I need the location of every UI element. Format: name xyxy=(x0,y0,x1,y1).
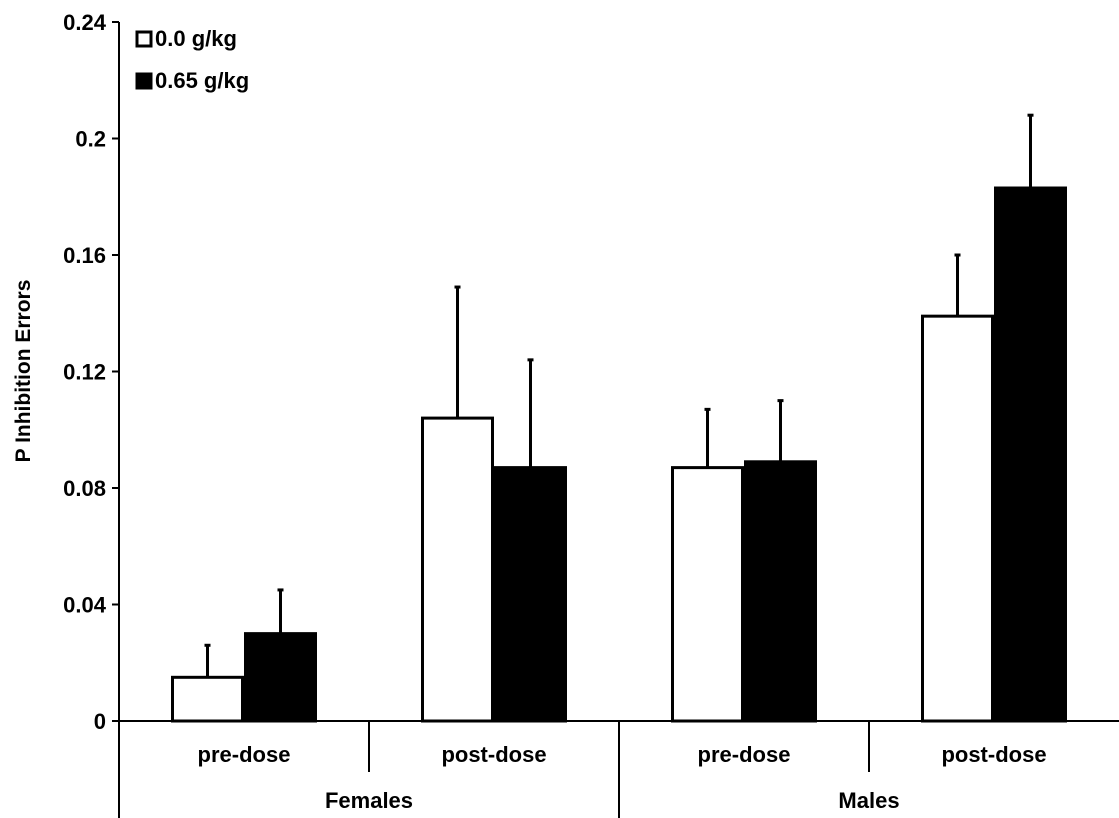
bar xyxy=(171,675,244,723)
y-tick-label: 0.2 xyxy=(75,127,106,152)
bar xyxy=(494,466,567,723)
x-category-label: pre-dose xyxy=(698,742,791,767)
x-category-label: post-dose xyxy=(441,742,546,767)
bar xyxy=(244,632,317,723)
x-group-label: Females xyxy=(325,788,413,813)
y-axis-label: P Inhibition Errors xyxy=(12,280,35,463)
legend-label: 0.65 g/kg xyxy=(155,68,249,93)
bar xyxy=(421,416,494,723)
y-tick-label: 0.16 xyxy=(63,243,106,268)
bar xyxy=(921,314,994,723)
y-tick-label: 0.08 xyxy=(63,476,106,501)
y-tick-label: 0.24 xyxy=(63,10,107,35)
y-tick-label: 0.04 xyxy=(63,593,107,618)
y-tick-label: 0 xyxy=(94,709,106,734)
x-category-label: post-dose xyxy=(941,742,1046,767)
legend-swatch xyxy=(135,72,153,90)
legend-label: 0.0 g/kg xyxy=(155,26,237,51)
bar xyxy=(994,186,1067,723)
bar xyxy=(744,460,817,723)
bar xyxy=(671,466,744,723)
x-axis: pre-dose post-dose pre-dose post-dose Female… xyxy=(118,720,1119,818)
bars xyxy=(171,113,1067,723)
y-tick-label: 0.12 xyxy=(63,360,106,385)
x-group-label: Males xyxy=(838,788,899,813)
x-category-label: pre-dose xyxy=(198,742,291,767)
legend-swatch xyxy=(135,30,153,48)
y-axis: 0 0.04 0.08 0.12 0.16 0.2 0.24 xyxy=(63,10,120,734)
legend: 0.0 g/kg 0.65 g/kg xyxy=(135,26,249,93)
